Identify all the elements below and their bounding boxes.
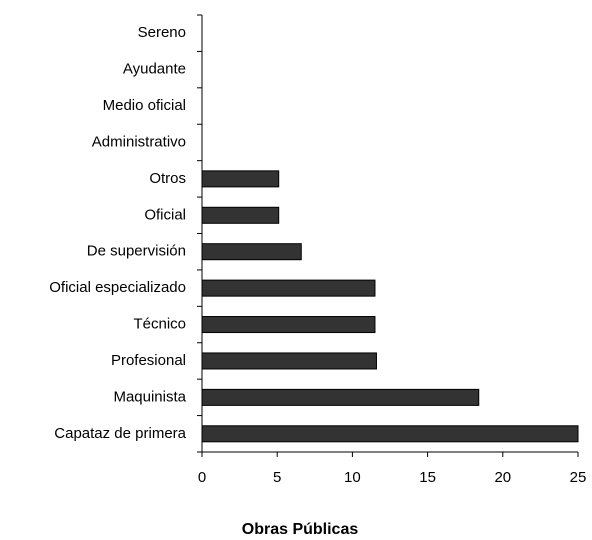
- y-tick-label: De supervisión: [87, 243, 186, 260]
- x-tick-label: 5: [273, 469, 281, 486]
- x-tick-label: 15: [419, 469, 436, 486]
- bar: [201, 170, 280, 188]
- bar: [201, 206, 280, 224]
- y-tick-label: Administrativo: [92, 133, 186, 150]
- bar: [201, 425, 579, 443]
- x-tick-label: 10: [344, 469, 361, 486]
- bar: [201, 316, 376, 334]
- x-axis-label: Obras Públicas: [242, 521, 359, 538]
- x-tick-label: 20: [494, 469, 511, 486]
- x-tick-label: 0: [198, 469, 206, 486]
- bar: [201, 279, 376, 297]
- bar: [201, 388, 480, 406]
- y-tick-label: Maquinista: [113, 388, 186, 405]
- x-tick-label: 25: [570, 469, 587, 486]
- bar: [201, 243, 302, 261]
- y-tick-label: Capataz de primera: [54, 425, 186, 442]
- y-tick-label: Profesional: [111, 352, 186, 369]
- y-tick-label: Técnico: [133, 316, 186, 333]
- y-tick-label: Otros: [149, 170, 186, 187]
- y-tick-label: Ayudante: [123, 61, 186, 78]
- bar: [201, 352, 377, 370]
- y-tick-label: Sereno: [138, 24, 186, 41]
- y-tick-label: Oficial: [144, 206, 186, 223]
- y-tick-label: Oficial especializado: [49, 279, 186, 296]
- y-tick-label: Medio oficial: [103, 97, 186, 114]
